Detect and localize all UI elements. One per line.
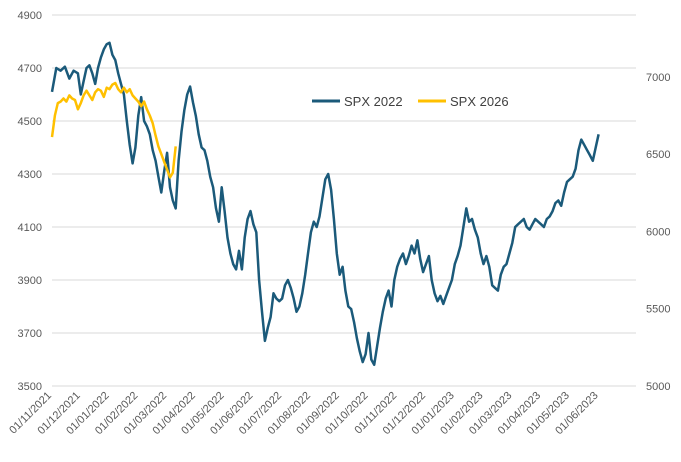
left-tick-4100: 4100	[18, 222, 42, 234]
left-tick-4700: 4700	[18, 63, 42, 75]
right-tick-6500: 6500	[646, 149, 670, 161]
right-tick-5500: 5500	[646, 304, 670, 316]
legend-label-spx-2022: SPX 2022	[344, 94, 403, 109]
right-tick-5000: 5000	[646, 381, 670, 393]
legend: SPX 2022 SPX 2026	[312, 94, 509, 109]
gridlines	[52, 14, 636, 387]
x-axis-ticks: 01/11/202101/12/202101/01/202201/02/2022…	[7, 390, 600, 437]
left-tick-3700: 3700	[18, 328, 42, 340]
left-tick-4900: 4900	[18, 10, 42, 22]
series-line-spx-2022	[50, 41, 600, 367]
left-tick-3900: 3900	[18, 275, 42, 287]
left-tick-3500: 3500	[18, 381, 42, 393]
left-axis-ticks: 3500 3700 3900 4100 4300 4500 4700 4900	[18, 10, 42, 393]
series-line-spx-2026	[50, 81, 177, 179]
series-layer	[50, 41, 600, 367]
right-tick-6000: 6000	[646, 226, 670, 238]
legend-label-spx-2026: SPX 2026	[450, 94, 509, 109]
left-tick-4500: 4500	[18, 116, 42, 128]
right-tick-7000: 7000	[646, 72, 670, 84]
right-axis-ticks: 5000 5500 6000 6500 7000	[646, 72, 670, 393]
left-tick-4300: 4300	[18, 169, 42, 181]
